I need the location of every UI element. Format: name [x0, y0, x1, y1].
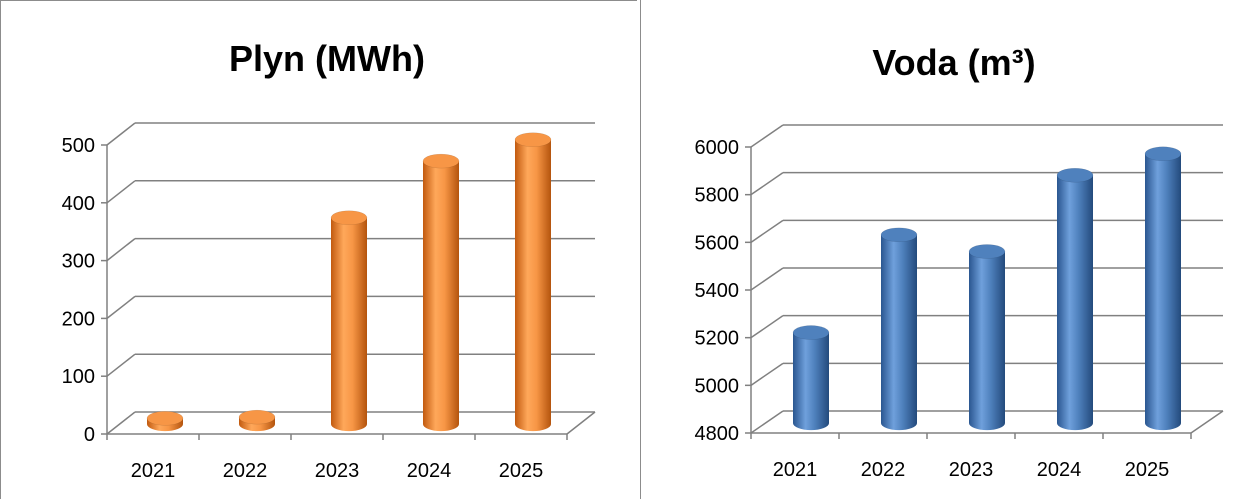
water-bar-body [1057, 175, 1093, 431]
chart-divider [637, 0, 641, 499]
water-grid-diag [750, 315, 784, 339]
water-bar-2024 [1056, 167, 1094, 431]
gas-xtick-label: 2025 [499, 460, 544, 482]
water-xtick-label: 2024 [1037, 459, 1082, 481]
gas-grid-diag [106, 122, 136, 146]
gas-xtick-label: 2021 [131, 460, 176, 482]
gas-grid-diag [106, 411, 136, 435]
water-ytick-label: 5200 [695, 328, 740, 350]
water-chart-title: Voda (m³) [872, 42, 1035, 83]
water-grid-diag [750, 172, 784, 196]
gas-ytick-label: 500 [62, 135, 95, 157]
gas-chart: Plyn (MWh) 0 100 200 300 400 500 2021 2022 2023 2… [0, 0, 639, 499]
gas-bar-top [330, 210, 368, 226]
gas-bar-2025 [514, 132, 552, 432]
gas-grid-diag [106, 180, 136, 204]
gas-bar-top [238, 409, 276, 425]
gas-ytick-label: 400 [62, 193, 95, 215]
water-bar-2025 [1144, 146, 1182, 431]
gas-bar-2023 [330, 210, 368, 432]
water-bar-2023 [968, 244, 1006, 431]
water-bar-body [793, 332, 829, 431]
water-grid-diag [750, 124, 784, 148]
water-xtick-label: 2023 [949, 459, 994, 481]
water-bar-body [969, 251, 1005, 431]
water-ytick-label: 5000 [695, 375, 740, 397]
water-bar-top [880, 227, 918, 243]
gas-bar-2022 [238, 409, 276, 432]
gas-ytick-label: 300 [62, 251, 95, 273]
gas-ytick-label: 100 [62, 366, 95, 388]
gas-floor-side [566, 411, 596, 435]
gas-bar-top [146, 411, 184, 426]
water-bar-2021 [792, 325, 830, 431]
water-bar-top [792, 325, 830, 340]
gas-bar-body [331, 217, 367, 432]
water-bar-top [968, 244, 1006, 259]
gas-ytick-label: 0 [84, 424, 95, 446]
gas-grid-diag [106, 238, 136, 262]
water-bar-top [1056, 167, 1094, 183]
gas-chart-title: Plyn (MWh) [229, 38, 425, 79]
water-xtick-label: 2025 [1125, 459, 1170, 481]
gas-bar-body [423, 161, 459, 432]
water-xtick-label: 2022 [861, 459, 906, 481]
gas-xtick-label: 2023 [315, 460, 360, 482]
water-bar-body [1145, 153, 1181, 431]
gas-bar-top [422, 153, 460, 169]
water-chart: Voda (m³) 4800 5000 5200 5400 5600 5800 6000 20… [640, 0, 1253, 499]
gas-ytick-label: 200 [62, 308, 95, 330]
water-ytick-label: 5400 [695, 280, 740, 302]
gas-bar-2021 [146, 411, 184, 432]
water-xtick-label: 2021 [773, 459, 818, 481]
gas-bar-2024 [422, 153, 460, 432]
water-bar-top [1144, 146, 1182, 162]
gas-grid-diag [106, 353, 136, 377]
gas-xtick-label: 2024 [407, 460, 452, 482]
gas-bar-top [514, 132, 552, 147]
water-bar-body [881, 234, 917, 431]
water-ytick-label: 4800 [695, 423, 740, 445]
gas-chart-svg: Plyn (MWh) 0 100 200 300 400 500 2021 2022 2023 2… [62, 38, 596, 482]
water-floor-side [1190, 410, 1224, 434]
gas-grid-diag [106, 295, 136, 319]
gas-xtick-label: 2022 [223, 460, 268, 482]
water-ytick-label: 5800 [695, 185, 740, 207]
water-chart-svg: Voda (m³) 4800 5000 5200 5400 5600 5800 6000 20… [695, 42, 1224, 481]
water-bar-2022 [880, 227, 918, 431]
water-grid-diag [750, 410, 784, 434]
water-grid-diag [750, 267, 784, 291]
water-grid-diag [750, 219, 784, 243]
water-ytick-label: 6000 [695, 137, 740, 159]
water-ytick-label: 5600 [695, 232, 740, 254]
gas-bar-body [515, 139, 551, 432]
water-grid-diag [750, 362, 784, 386]
